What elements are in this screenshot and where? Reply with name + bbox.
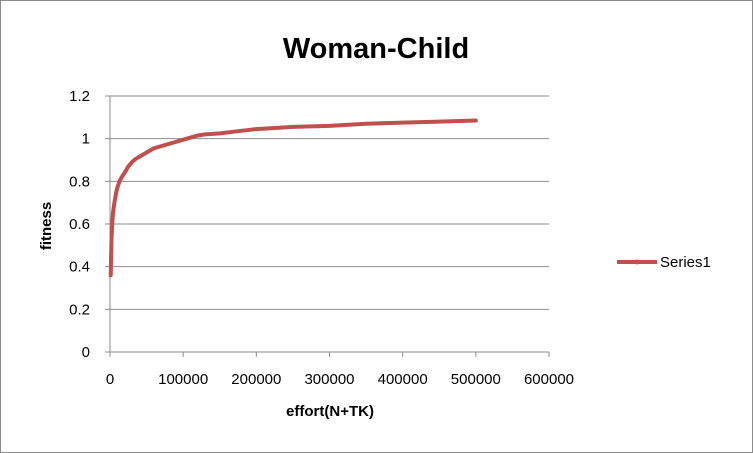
data-point [236, 129, 240, 133]
data-point [112, 200, 117, 205]
data-point [217, 131, 222, 136]
x-tick-label: 100000 [158, 371, 208, 388]
data-point [133, 157, 138, 161]
data-point [109, 254, 113, 258]
data-point [115, 185, 120, 190]
data-point [109, 239, 114, 243]
data-point [188, 135, 193, 140]
legend-label-series1: Series1 [660, 254, 711, 271]
data-point [110, 222, 114, 226]
x-tick-labels: 0 100000 200000 300000 400000 500000 600000 [106, 371, 574, 388]
x-axis-title: effort(N+TK) [286, 403, 374, 420]
data-point [122, 171, 127, 175]
series-layer [108, 118, 478, 278]
data-point [474, 118, 478, 123]
data-point [181, 137, 185, 142]
x-tick-label: 0 [106, 371, 114, 388]
data-point [108, 273, 113, 278]
x-tick-label: 200000 [231, 371, 281, 388]
data-point [117, 179, 122, 184]
y-tick-label: 0.8 [69, 173, 90, 190]
data-point [254, 127, 259, 131]
legend: Series1 [617, 254, 711, 271]
x-tick-label: 500000 [451, 371, 501, 388]
x-tick-label: 400000 [378, 371, 428, 388]
data-point [203, 132, 207, 137]
data-point [130, 160, 134, 164]
data-point [364, 121, 368, 126]
data-point [137, 155, 142, 159]
y-tick-label: 0.4 [69, 259, 90, 276]
y-tick-label: 1 [82, 131, 90, 148]
data-point [159, 144, 164, 148]
legend-marker-series1 [634, 259, 640, 265]
data-point [111, 211, 115, 216]
y-tick-label: 1.2 [69, 88, 90, 105]
data-point [166, 142, 171, 146]
series-line-series1 [108, 118, 478, 278]
data-point [400, 120, 405, 125]
data-point [114, 192, 118, 196]
y-tick-label: 0.2 [69, 301, 90, 318]
y-tick-label: 0.6 [69, 216, 90, 233]
y-tick-label: 0 [82, 344, 90, 361]
x-tick-label: 300000 [304, 371, 354, 388]
data-point [126, 164, 131, 169]
y-tick-labels: 0 0.2 0.4 0.6 0.8 1 1.2 [69, 88, 90, 361]
data-point [291, 125, 295, 129]
data-point [327, 124, 332, 128]
chart-title: Woman-Child [283, 33, 469, 65]
data-point [119, 175, 124, 179]
y-axis-title: fitness [38, 202, 55, 250]
gridlines [110, 95, 549, 310]
axes [105, 95, 550, 357]
data-point [437, 119, 442, 124]
data-point [196, 133, 200, 138]
data-point [174, 140, 178, 144]
x-tick-label: 600000 [524, 371, 574, 388]
data-point [152, 146, 156, 151]
data-point [144, 150, 149, 155]
